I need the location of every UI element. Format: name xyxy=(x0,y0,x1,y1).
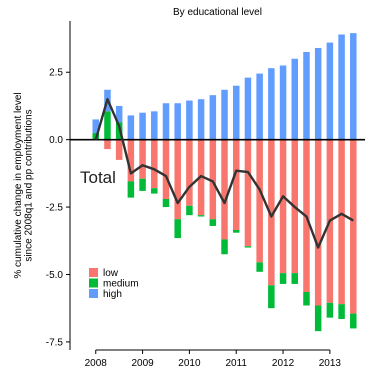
bar-low-5 xyxy=(151,139,158,189)
bar-low-1 xyxy=(104,139,111,150)
bar-high-14 xyxy=(256,73,263,140)
bar-medium-8 xyxy=(186,205,193,216)
y-axis-label-line-0: % cumulative change in employment level xyxy=(13,92,24,278)
y-axis-label-line-1: since 2008q1 and pp contributions xyxy=(24,109,35,261)
bar-low-12 xyxy=(232,139,240,230)
x-tick-label-3: 2011 xyxy=(225,358,247,368)
y-axis-label: % cumulative change in employment levels… xyxy=(13,92,35,278)
bar-high-20 xyxy=(326,42,334,140)
bar-low-16 xyxy=(279,139,287,274)
y-tick-label-3: 0.0 xyxy=(49,135,63,146)
bar-low-10 xyxy=(209,139,217,220)
bar-high-2 xyxy=(115,105,123,123)
y-tick-label-2: -2.5 xyxy=(46,203,64,214)
bar-low-7 xyxy=(174,139,181,220)
bar-medium-21 xyxy=(338,304,345,319)
chart-title: By educational level xyxy=(173,7,262,18)
bar-medium-10 xyxy=(209,219,217,226)
bar-high-7 xyxy=(174,103,181,140)
bar-low-4 xyxy=(139,139,146,179)
bar-medium-16 xyxy=(279,273,287,284)
bar-medium-22 xyxy=(350,313,357,329)
bar-medium-18 xyxy=(303,292,310,306)
bar-medium-4 xyxy=(139,178,146,191)
bar-low-6 xyxy=(162,139,170,199)
bar-medium-14 xyxy=(256,262,263,272)
bar-high-8 xyxy=(186,100,193,140)
bar-medium-1 xyxy=(104,111,111,140)
bar-low-14 xyxy=(256,139,263,263)
legend-swatch-low xyxy=(89,268,98,277)
bar-low-2 xyxy=(115,139,123,160)
bar-high-6 xyxy=(162,103,170,140)
total-annotation: Total xyxy=(80,168,116,187)
legend-swatch-medium xyxy=(89,278,98,288)
bar-low-21 xyxy=(338,139,345,305)
bar-medium-19 xyxy=(314,305,322,332)
bar-low-19 xyxy=(314,139,322,306)
legend-label-medium: medium xyxy=(103,279,139,290)
y-axis: -7.5 -5.0 -2.5 0.0 2.5 xyxy=(46,68,70,348)
legend-label-low: low xyxy=(103,268,119,279)
bar-high-15 xyxy=(268,68,275,140)
bar-high-12 xyxy=(232,85,240,140)
bar-high-0 xyxy=(92,119,99,133)
bar-low-8 xyxy=(186,139,193,206)
total-series-line xyxy=(94,97,354,249)
bar-high-19 xyxy=(314,47,322,140)
legend-swatch-high xyxy=(89,289,98,298)
x-tick-label-0: 2008 xyxy=(85,358,108,368)
bar-high-22 xyxy=(350,33,357,140)
bar-high-11 xyxy=(221,89,228,140)
bar-high-18 xyxy=(303,52,310,140)
bar-medium-15 xyxy=(268,285,275,309)
x-tick-label-2: 2010 xyxy=(178,358,201,368)
legend-label-high: high xyxy=(103,289,122,300)
bar-high-9 xyxy=(197,99,205,140)
bar-high-21 xyxy=(338,34,345,140)
x-tick-label-5: 2013 xyxy=(319,358,342,368)
y-tick-label-0: -7.5 xyxy=(46,337,64,348)
bar-low-13 xyxy=(244,139,252,247)
bar-medium-9 xyxy=(197,215,205,217)
x-axis: 2008 2009 2010 2011 2012 2013 xyxy=(85,349,342,368)
x-tick-label-1: 2009 xyxy=(131,358,154,368)
bar-medium-11 xyxy=(221,239,228,255)
bar-low-15 xyxy=(268,139,275,286)
bar-high-13 xyxy=(244,77,252,140)
bar-medium-7 xyxy=(174,219,181,239)
bar-medium-3 xyxy=(127,181,135,198)
bar-high-10 xyxy=(209,95,217,140)
bar-medium-6 xyxy=(162,198,170,208)
x-tick-label-4: 2012 xyxy=(272,358,295,368)
bar-medium-13 xyxy=(244,246,252,248)
bar-high-5 xyxy=(151,111,158,140)
bars xyxy=(92,33,357,332)
bar-high-16 xyxy=(279,65,287,140)
bar-medium-17 xyxy=(291,273,299,284)
bar-low-11 xyxy=(221,139,228,240)
total-line xyxy=(94,97,354,249)
bar-high-3 xyxy=(127,115,135,140)
bar-low-3 xyxy=(127,139,135,182)
bar-medium-5 xyxy=(151,188,158,194)
y-axis-label-text: % cumulative change in employment levels… xyxy=(13,92,35,278)
bar-low-22 xyxy=(350,139,357,314)
bar-medium-20 xyxy=(326,302,334,318)
y-tick-label-4: 2.5 xyxy=(49,68,63,79)
bar-high-17 xyxy=(291,58,299,140)
y-tick-label-1: -5.0 xyxy=(46,270,64,281)
bar-medium-12 xyxy=(232,230,240,233)
bar-high-4 xyxy=(139,112,146,140)
